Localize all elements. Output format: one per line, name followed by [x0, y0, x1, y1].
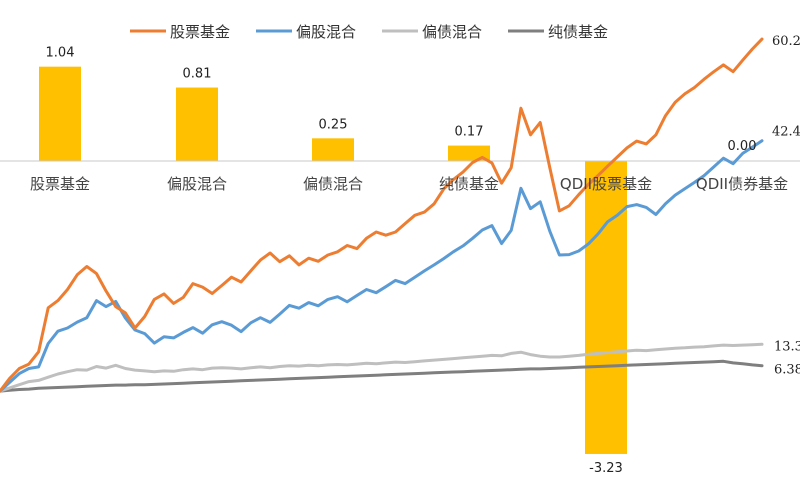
line-series — [0, 37, 764, 393]
bar-4 — [585, 161, 627, 454]
bar-1 — [176, 87, 218, 161]
legend-label-3: 纯债基金 — [548, 23, 608, 41]
line-end-label-2: 13.3 — [774, 339, 800, 354]
bar-3 — [448, 145, 490, 161]
line-series-0 — [0, 37, 764, 393]
line-series-2 — [0, 342, 764, 393]
bar-labels: 1.04 股票基金 0.81 偏股混合 0.25 偏债混合 0.17 纯债基金 -3.23 QDI… — [30, 46, 788, 476]
bar-value-label-5: 0.00 — [728, 139, 757, 154]
bar-category-label-2: 偏债混合 — [303, 175, 363, 193]
bar-category-label-0: 股票基金 — [30, 175, 90, 193]
bar-0 — [39, 66, 81, 161]
line-end-labels: 6.38 13.3 42.40 60.2 — [772, 34, 800, 378]
bar-category-label-1: 偏股混合 — [167, 175, 227, 193]
bar-category-label-5: QDII债券基金 — [696, 175, 788, 193]
line-end-label-1: 42.40 — [772, 125, 800, 140]
legend-label-0: 股票基金 — [170, 23, 230, 41]
line-series-3 — [0, 359, 764, 393]
line-end-label-0: 60.2 — [772, 34, 800, 49]
bar-2 — [312, 138, 354, 161]
line-end-label-3: 6.38 — [774, 363, 800, 378]
bar-value-label-4: -3.23 — [589, 461, 623, 476]
legend: 股票基金 偏股混合 偏债混合 纯债基金 — [130, 23, 608, 41]
bar-value-label-1: 0.81 — [183, 67, 212, 82]
bar-category-label-3: 纯债基金 — [439, 175, 499, 193]
legend-label-1: 偏股混合 — [296, 23, 356, 41]
bar-series — [39, 66, 627, 454]
bar-value-label-3: 0.17 — [455, 125, 484, 140]
bar-value-label-0: 1.04 — [46, 46, 75, 61]
line-series-1 — [0, 139, 764, 393]
bar-value-label-2: 0.25 — [319, 117, 348, 132]
legend-label-2: 偏债混合 — [422, 23, 482, 41]
bar-category-label-4: QDII股票基金 — [560, 175, 652, 193]
